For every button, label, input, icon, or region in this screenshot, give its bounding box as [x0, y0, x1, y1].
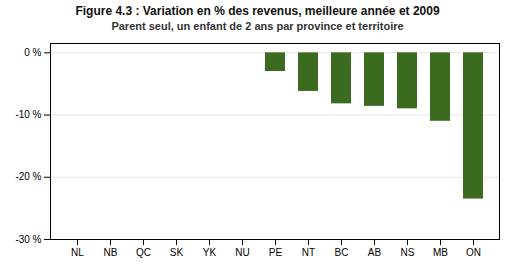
- svg-text:-10 %: -10 %: [15, 109, 41, 120]
- svg-text:NU: NU: [235, 247, 249, 258]
- svg-text:YK: YK: [203, 247, 217, 258]
- svg-text:NT: NT: [302, 247, 315, 258]
- svg-text:NS: NS: [401, 247, 415, 258]
- svg-text:SK: SK: [170, 247, 184, 258]
- svg-text:ON: ON: [466, 247, 481, 258]
- html-text:Figure 4.3 : Variation en % de: Figure 4.3 : Variation en % des revenus,…: [75, 4, 440, 18]
- svg-text:MB: MB: [433, 247, 448, 258]
- svg-text:BC: BC: [335, 247, 349, 258]
- svg-text:AB: AB: [368, 247, 382, 258]
- svg-text:QC: QC: [136, 247, 151, 258]
- svg-text:-30 %: -30 %: [15, 234, 41, 245]
- svg-text:0 %: 0 %: [24, 47, 41, 58]
- svg-text:PE: PE: [269, 247, 283, 258]
- svg-text:NL: NL: [71, 247, 84, 258]
- html-text:Parent seul, un enfant de 2 an: Parent seul, un enfant de 2 ans par prov…: [111, 20, 404, 32]
- svg-text:NB: NB: [104, 247, 118, 258]
- svg-text:-20 %: -20 %: [15, 171, 41, 182]
